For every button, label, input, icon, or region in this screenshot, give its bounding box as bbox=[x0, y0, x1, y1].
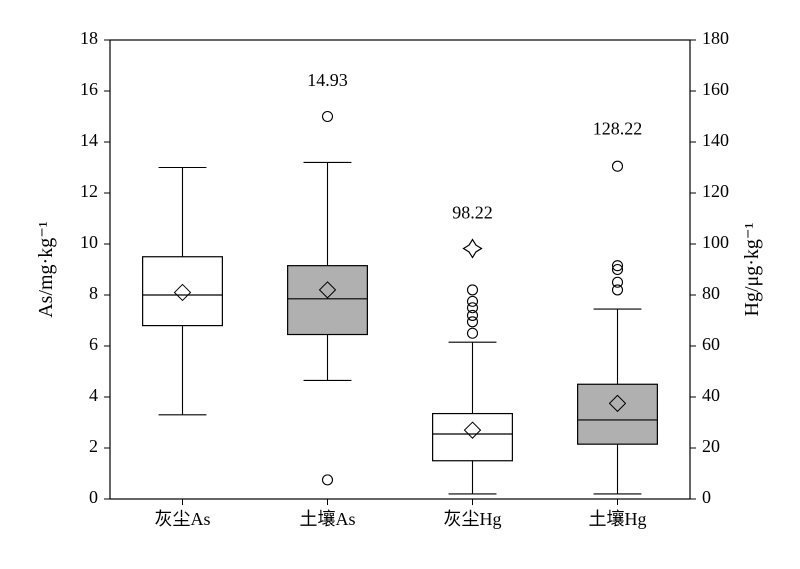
svg-text:60: 60 bbox=[702, 334, 720, 354]
svg-text:10: 10 bbox=[80, 232, 98, 252]
chart-svg: 024681012141618020406080100120140160180灰… bbox=[0, 0, 800, 569]
svg-text:土壤As: 土壤As bbox=[299, 509, 355, 529]
svg-text:98.22: 98.22 bbox=[452, 203, 493, 223]
svg-text:80: 80 bbox=[702, 283, 720, 303]
svg-text:As/mg·kg⁻¹: As/mg·kg⁻¹ bbox=[35, 221, 57, 318]
svg-text:18: 18 bbox=[80, 28, 98, 48]
svg-text:160: 160 bbox=[702, 79, 729, 99]
svg-text:120: 120 bbox=[702, 181, 729, 201]
svg-text:20: 20 bbox=[702, 436, 720, 456]
svg-text:2: 2 bbox=[89, 436, 98, 456]
svg-text:12: 12 bbox=[80, 181, 98, 201]
svg-text:8: 8 bbox=[89, 283, 98, 303]
svg-text:14: 14 bbox=[80, 130, 98, 150]
svg-text:128.22: 128.22 bbox=[593, 118, 643, 138]
svg-text:180: 180 bbox=[702, 28, 729, 48]
svg-text:14.93: 14.93 bbox=[307, 70, 348, 90]
svg-text:4: 4 bbox=[89, 385, 98, 405]
svg-text:土壤Hg: 土壤Hg bbox=[589, 509, 647, 529]
svg-text:6: 6 bbox=[89, 334, 98, 354]
svg-text:灰尘Hg: 灰尘Hg bbox=[444, 509, 502, 529]
svg-text:灰尘As: 灰尘As bbox=[154, 509, 210, 529]
svg-text:0: 0 bbox=[702, 487, 711, 507]
svg-text:40: 40 bbox=[702, 385, 720, 405]
svg-text:Hg/μg·kg⁻¹: Hg/μg·kg⁻¹ bbox=[741, 223, 763, 317]
svg-text:100: 100 bbox=[702, 232, 729, 252]
svg-text:0: 0 bbox=[89, 487, 98, 507]
svg-text:16: 16 bbox=[80, 79, 98, 99]
boxplot-chart: 024681012141618020406080100120140160180灰… bbox=[0, 0, 800, 569]
svg-text:140: 140 bbox=[702, 130, 729, 150]
